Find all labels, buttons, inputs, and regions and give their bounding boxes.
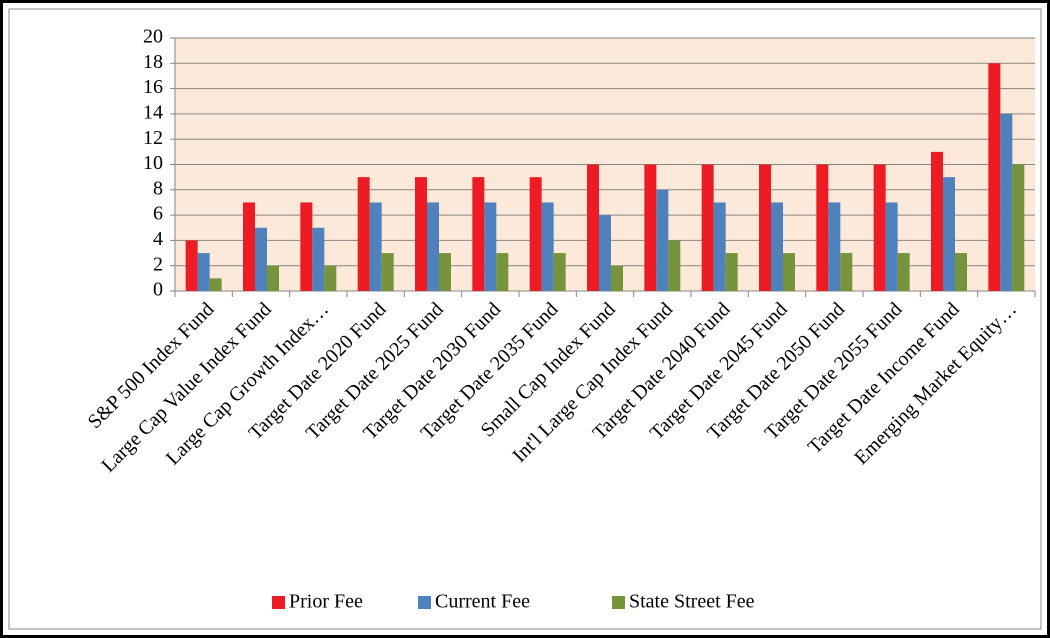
bar bbox=[759, 164, 771, 291]
y-tick-label: 20 bbox=[143, 26, 163, 48]
bar bbox=[771, 202, 783, 291]
bar bbox=[701, 164, 714, 291]
bar bbox=[725, 253, 738, 291]
bar bbox=[668, 240, 681, 291]
bar bbox=[484, 202, 497, 291]
bar bbox=[988, 63, 1001, 291]
legend-label: Current Fee bbox=[435, 591, 530, 613]
legend-swatch bbox=[418, 596, 431, 609]
bar bbox=[427, 202, 439, 291]
bar bbox=[599, 215, 611, 291]
bar bbox=[197, 253, 210, 291]
legend-label: Prior Fee bbox=[289, 591, 363, 613]
bar bbox=[1012, 164, 1025, 291]
y-tick-label: 6 bbox=[153, 203, 163, 225]
inner-border bbox=[8, 8, 1042, 630]
bar bbox=[885, 202, 898, 291]
y-tick-label: 16 bbox=[143, 76, 163, 98]
bar bbox=[369, 202, 382, 291]
bar bbox=[1000, 113, 1013, 292]
bar bbox=[324, 265, 337, 291]
bar bbox=[644, 164, 657, 291]
y-tick-label: 14 bbox=[143, 101, 163, 123]
y-tick-label: 4 bbox=[153, 228, 163, 250]
bar bbox=[713, 202, 726, 291]
legend-swatch bbox=[272, 596, 285, 609]
bar bbox=[931, 151, 943, 291]
bar bbox=[496, 253, 509, 291]
bar bbox=[267, 265, 279, 291]
bar bbox=[381, 253, 394, 291]
bar bbox=[828, 202, 841, 291]
y-tick-label: 18 bbox=[143, 51, 163, 73]
bar bbox=[529, 177, 542, 291]
bar bbox=[955, 253, 967, 291]
legend-label: State Street Fee bbox=[629, 591, 755, 613]
bar bbox=[209, 278, 222, 291]
y-tick-label: 10 bbox=[143, 152, 163, 174]
bar bbox=[587, 164, 599, 291]
bar bbox=[439, 253, 451, 291]
bar bbox=[185, 240, 198, 291]
y-tick-label: 12 bbox=[143, 127, 163, 149]
legend-swatch bbox=[612, 596, 625, 609]
bar bbox=[312, 227, 325, 291]
bar bbox=[840, 253, 853, 291]
bar bbox=[553, 253, 566, 291]
bar bbox=[541, 202, 554, 291]
bar bbox=[255, 227, 267, 291]
bar bbox=[897, 253, 910, 291]
bar bbox=[357, 177, 370, 291]
bar bbox=[656, 189, 669, 291]
bar bbox=[873, 164, 886, 291]
bar bbox=[611, 265, 623, 291]
bar bbox=[816, 164, 829, 291]
bar bbox=[472, 177, 485, 291]
bar bbox=[300, 202, 313, 291]
bar bbox=[243, 202, 255, 291]
y-tick-label: 0 bbox=[153, 279, 163, 301]
y-tick-label: 8 bbox=[153, 177, 163, 199]
bar bbox=[783, 253, 795, 291]
y-tick-label: 2 bbox=[153, 253, 163, 275]
bar bbox=[415, 177, 427, 291]
bar bbox=[943, 177, 955, 291]
